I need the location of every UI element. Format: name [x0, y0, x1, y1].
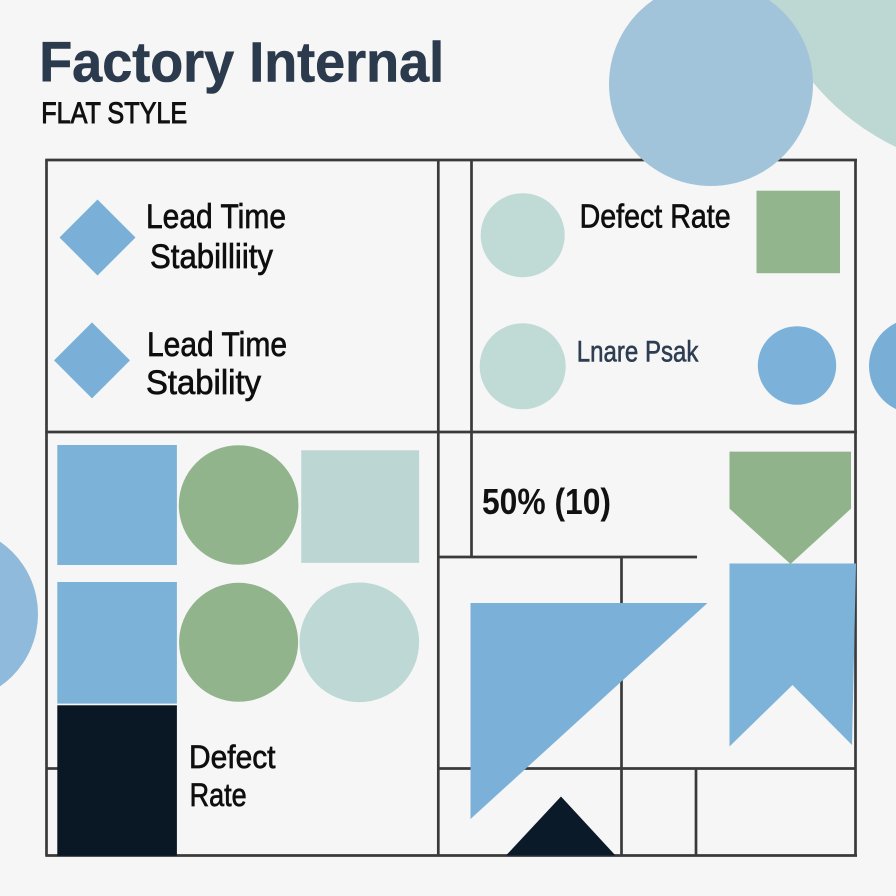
svg-text:Lnare Psak: Lnare Psak: [577, 336, 699, 369]
svg-text:Lead Time: Lead Time: [147, 326, 287, 364]
svg-text:Rate: Rate: [190, 777, 247, 813]
svg-text:Stability: Stability: [146, 364, 261, 402]
svg-text:Defect Rate: Defect Rate: [580, 198, 731, 235]
svg-text:Stabilliity: Stabilliity: [150, 238, 273, 276]
svg-text:FLAT STYLE: FLAT STYLE: [41, 97, 187, 130]
svg-text:Defect: Defect: [189, 739, 276, 775]
svg-text:Factory Internal: Factory Internal: [39, 30, 444, 93]
svg-text:Lead Time: Lead Time: [146, 198, 286, 236]
svg-text:50% (10): 50% (10): [482, 481, 611, 522]
